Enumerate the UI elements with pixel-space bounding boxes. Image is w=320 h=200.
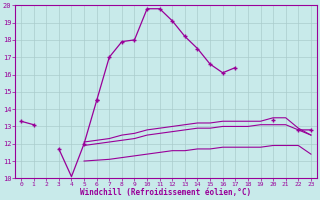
X-axis label: Windchill (Refroidissement éolien,°C): Windchill (Refroidissement éolien,°C)	[80, 188, 252, 197]
